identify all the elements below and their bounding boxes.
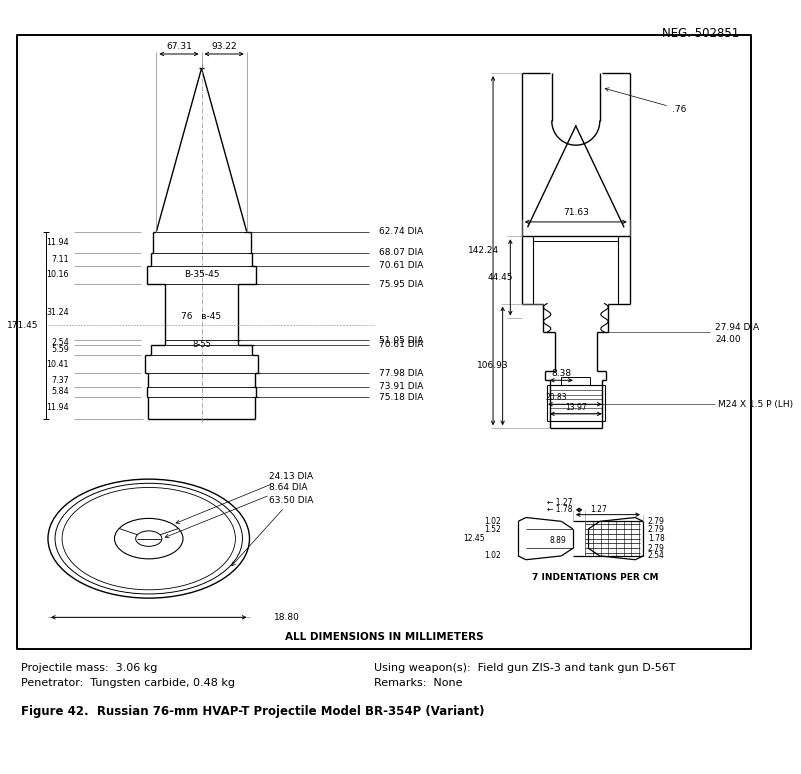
Text: 2.54: 2.54 — [648, 551, 665, 560]
Text: NEG. 502851: NEG. 502851 — [662, 27, 739, 40]
Text: 142.24: 142.24 — [468, 246, 499, 255]
Text: 171.45: 171.45 — [7, 320, 38, 330]
Text: Using weapon(s):  Field gun ZIS-3 and tank gun D-56T: Using weapon(s): Field gun ZIS-3 and tan… — [374, 663, 676, 673]
Text: 2.79: 2.79 — [648, 525, 665, 533]
Text: 31.24: 31.24 — [46, 307, 69, 317]
Text: 10.41: 10.41 — [46, 360, 69, 368]
Text: 7.37: 7.37 — [51, 375, 69, 385]
Text: 8.64 DIA: 8.64 DIA — [165, 483, 308, 538]
Text: .76: .76 — [605, 87, 686, 114]
Text: 77.98 DIA: 77.98 DIA — [379, 369, 424, 378]
Text: 18.80: 18.80 — [273, 613, 300, 622]
Text: 1.27: 1.27 — [590, 505, 607, 515]
Bar — [18, 35, 751, 649]
Text: 75.18 DIA: 75.18 DIA — [379, 392, 424, 402]
Text: 24.13 DIA: 24.13 DIA — [176, 471, 313, 523]
Text: 2.79: 2.79 — [648, 543, 665, 553]
Text: 1.78: 1.78 — [648, 534, 665, 543]
Text: 73.91 DIA: 73.91 DIA — [379, 382, 424, 391]
Text: B-35-45: B-35-45 — [183, 270, 219, 279]
Text: ← 1.78: ← 1.78 — [547, 505, 573, 515]
Text: 93.22: 93.22 — [211, 42, 237, 51]
Text: 70.61 DIA: 70.61 DIA — [379, 262, 424, 270]
Text: M24 X 1.5 P (LH): M24 X 1.5 P (LH) — [718, 400, 793, 409]
Text: 1.02: 1.02 — [484, 517, 501, 526]
Text: 1.52: 1.52 — [484, 525, 501, 533]
Text: 13.97: 13.97 — [565, 402, 586, 412]
Text: 20.83: 20.83 — [545, 393, 567, 402]
Text: 62.74 DIA: 62.74 DIA — [379, 227, 423, 236]
Text: 76   в-45: 76 в-45 — [182, 313, 222, 321]
Text: ← 1.27: ← 1.27 — [547, 498, 573, 507]
Text: 8.38: 8.38 — [551, 369, 571, 378]
Text: 2.54: 2.54 — [51, 338, 69, 347]
Text: 5.84: 5.84 — [51, 388, 69, 396]
Text: 24.00: 24.00 — [715, 335, 741, 344]
Text: 2.79: 2.79 — [648, 517, 665, 526]
Text: 11.94: 11.94 — [46, 403, 69, 413]
Text: 5.59: 5.59 — [51, 345, 69, 354]
Text: 51.05 DIA: 51.05 DIA — [379, 336, 424, 344]
Text: ALL DIMENSIONS IN MILLIMETERS: ALL DIMENSIONS IN MILLIMETERS — [284, 632, 483, 642]
Text: 44.45: 44.45 — [488, 273, 513, 282]
Text: 71.63: 71.63 — [563, 208, 589, 217]
Text: 7.11: 7.11 — [51, 255, 69, 264]
Text: 7 INDENTATIONS PER CM: 7 INDENTATIONS PER CM — [532, 573, 658, 581]
Text: 10.16: 10.16 — [46, 270, 69, 279]
Text: 68.07 DIA: 68.07 DIA — [379, 248, 424, 258]
Text: 8.89: 8.89 — [549, 536, 566, 545]
Text: Penetrator:  Tungsten carbide, 0.48 kg: Penetrator: Tungsten carbide, 0.48 kg — [21, 678, 235, 688]
Text: 11.94: 11.94 — [46, 238, 69, 247]
Text: 27.94 DIA: 27.94 DIA — [715, 323, 759, 332]
Text: Projectile mass:  3.06 kg: Projectile mass: 3.06 kg — [21, 663, 158, 673]
Text: Remarks:  None: Remarks: None — [374, 678, 463, 688]
Text: 67.31: 67.31 — [166, 42, 192, 51]
Text: Figure 42.  Russian 76-mm HVAP-T Projectile Model BR-354P (Variant): Figure 42. Russian 76-mm HVAP-T Projecti… — [21, 704, 485, 717]
Text: 106.93: 106.93 — [477, 361, 509, 371]
Text: 8-55: 8-55 — [192, 340, 211, 349]
Text: 70.61 DIA: 70.61 DIA — [379, 341, 424, 349]
Text: 12.45: 12.45 — [463, 534, 485, 543]
Text: 75.95 DIA: 75.95 DIA — [379, 279, 424, 289]
Text: 63.50 DIA: 63.50 DIA — [231, 495, 313, 566]
Text: 1.02: 1.02 — [484, 551, 501, 560]
